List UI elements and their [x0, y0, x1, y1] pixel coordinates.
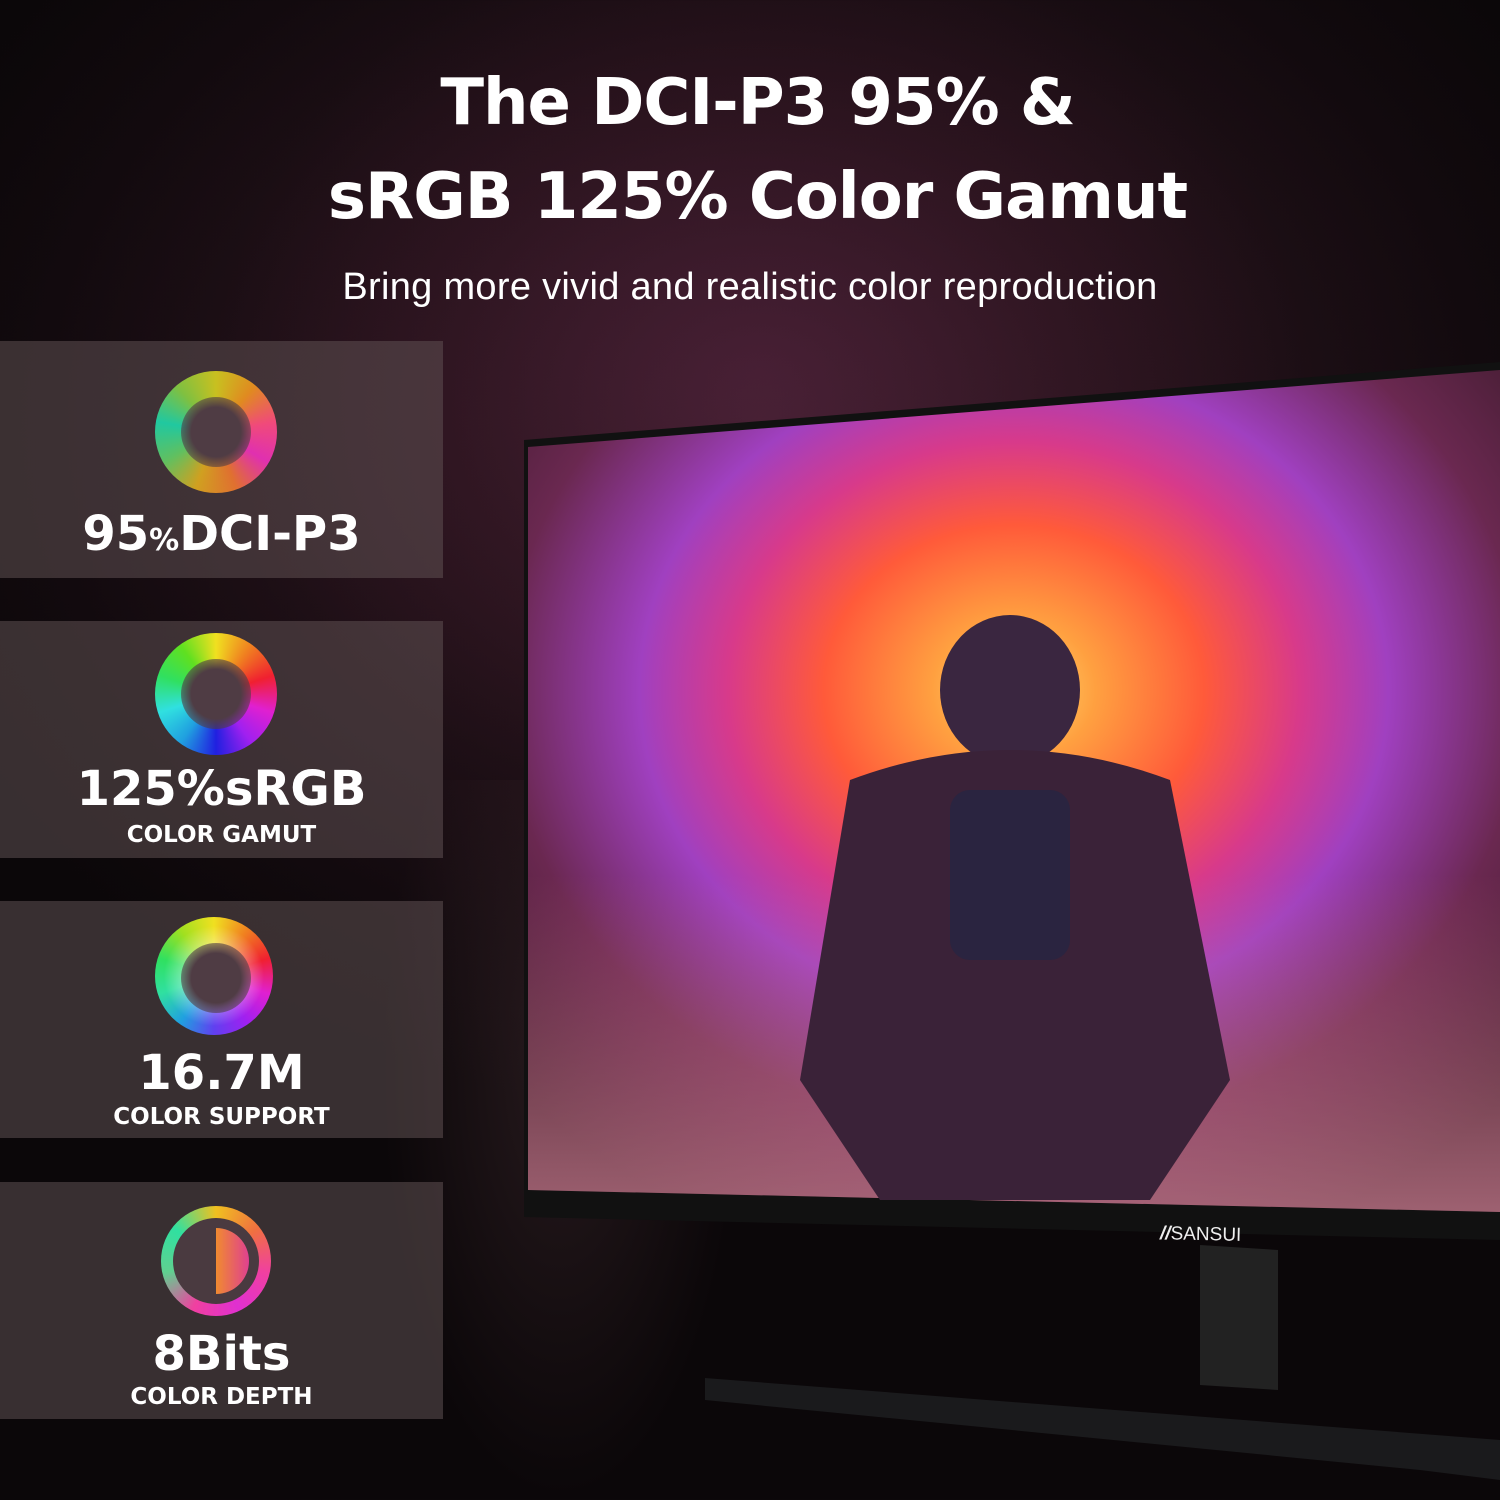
color-depth-icon [161, 1206, 271, 1316]
astronaut-body [800, 750, 1230, 1200]
color-spectrum-disc-icon [155, 917, 273, 1035]
feature-panel-dci-p3: 95%DCI-P3 [0, 341, 443, 578]
feature-caption: COLOR DEPTH [130, 1384, 313, 1410]
feature-panel-color-depth: 8Bits COLOR DEPTH [0, 1182, 443, 1419]
feature-panel-color-support: 16.7M COLOR SUPPORT [0, 901, 443, 1138]
headline-line-1: The DCI-P3 95% & [440, 66, 1075, 140]
feature-value: 16.7M [138, 1045, 305, 1101]
subtitle: Bring more vivid and realistic color rep… [342, 266, 1158, 308]
feature-panel-srgb: 125%sRGB COLOR GAMUT [0, 621, 443, 858]
astronaut-backpack [950, 790, 1070, 960]
feature-value: 125%sRGB [76, 761, 367, 817]
feature-value: 95%DCI-P3 [82, 506, 361, 562]
monitor-stand-neck [1200, 1245, 1278, 1390]
dci-p3-color-ring-icon [155, 371, 277, 493]
headline-line-2: sRGB 125% Color Gamut [327, 160, 1188, 234]
feature-caption: COLOR GAMUT [126, 822, 317, 848]
feature-value: 8Bits [152, 1326, 291, 1382]
astronaut-helmet [940, 615, 1080, 765]
srgb-color-wheel-icon [155, 633, 277, 755]
feature-caption: COLOR SUPPORT [113, 1104, 330, 1130]
brand-logo: //SANSUI [1159, 1223, 1242, 1246]
monitor-stand-base [705, 1378, 1500, 1480]
